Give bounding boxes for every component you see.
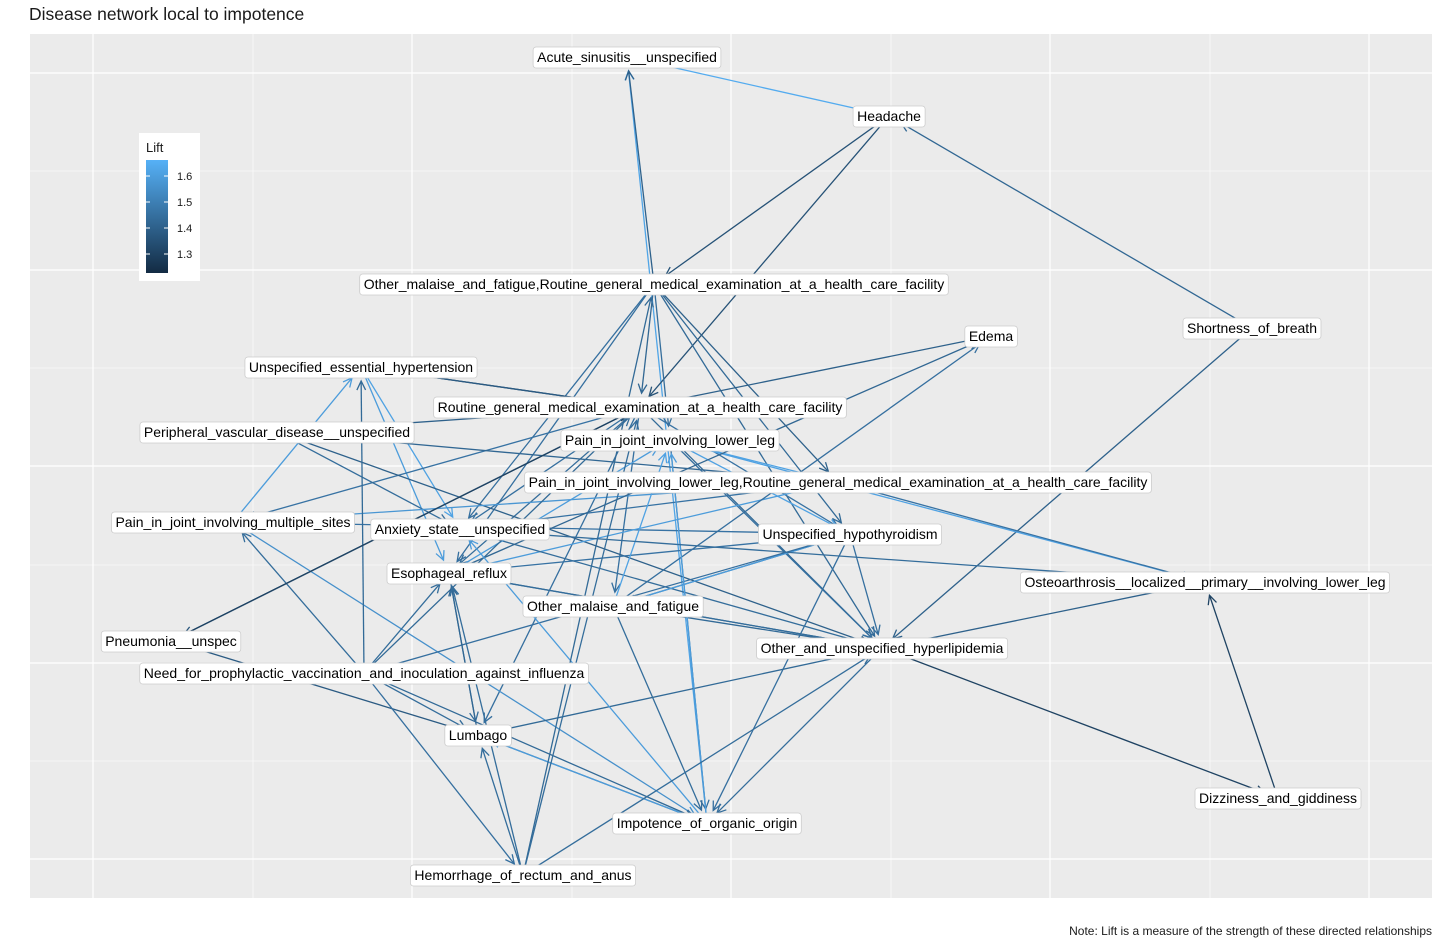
node-label: Pain_in_joint_involving_multiple_sites [115,514,350,530]
node-box [532,46,722,69]
node-legpain: Pain_in_joint_involving_lower_leg [560,429,780,452]
node-box [522,595,704,618]
node-box [444,724,512,747]
node-reflux: Esophageal_reflux [386,562,512,585]
edge-hemorrhage-to-malaise_routine [524,296,654,866]
node-box [370,518,550,541]
edge-headache-to-routine [648,123,883,398]
edge-malaise_routine-to-routine [637,293,654,395]
node-box [612,812,802,835]
node-box [359,273,949,296]
node-edema: Edema [964,325,1018,348]
node-box [1020,571,1390,594]
legend-tick-label: 1.6 [177,171,192,183]
legend-tick-label: 1.3 [177,249,192,261]
node-acute: Acute_sinusitis__unspecified [532,46,722,69]
edge-hemorrhage-to-lumbago [480,746,521,866]
node-label: Headache [857,108,921,124]
node-box [758,523,942,546]
node-label: Other_malaise_and_fatigue,Routine_genera… [364,276,945,292]
node-malaise: Other_malaise_and_fatigue [522,595,704,618]
node-label: Impotence_of_organic_origin [617,815,798,831]
node-htn: Unspecified_essential_hypertension [244,356,478,379]
legend-colorbar [146,160,168,273]
edge-hypothyroid-to-impotence [712,542,847,812]
node-label: Unspecified_essential_hypertension [249,359,473,375]
node-box [244,356,478,379]
node-box [139,421,415,444]
edge-vaccine-to-hemorrhage [369,680,516,866]
node-layer: Acute_sinusitis__unspecified Headache Othe… [100,46,1390,887]
node-box [433,396,847,419]
edge-dizzy-to-osteo [1207,593,1276,789]
legend-tick-label: 1.4 [177,223,192,235]
legend-tick-label: 1.5 [177,197,192,209]
node-impotence: Impotence_of_organic_origin [612,812,802,835]
node-legpain_routine: Pain_in_joint_involving_lower_leg,Routin… [524,471,1152,494]
node-box [852,105,926,128]
node-anxiety: Anxiety_state__unspecified [370,518,550,541]
node-label: Lumbago [449,727,508,743]
node-box [410,864,636,887]
edge-hemorrhage-to-routine [524,419,640,866]
edge-impotence-to-legpain [667,452,707,814]
node-multipain: Pain_in_joint_involving_multiple_sites [111,511,355,534]
node-label: Esophageal_reflux [391,565,507,581]
node-label: Pain_in_joint_involving_lower_leg,Routin… [529,474,1148,490]
node-label: Pneumonia__unspec [105,633,237,649]
node-label: Acute_sinusitis__unspecified [537,49,717,65]
node-hemorrhage: Hemorrhage_of_rectum_and_anus [410,864,636,887]
node-lipid: Other_and_unspecified_hyperlipidemia [756,637,1009,660]
chart-title: Disease network local to impotence [29,4,305,24]
node-headache: Headache [852,105,926,128]
edge-hypothyroid-to-lipid [852,543,881,636]
node-malaise_routine: Other_malaise_and_fatigue,Routine_genera… [359,273,949,296]
node-box [1182,317,1322,340]
node-box [524,471,1152,494]
node-label: Anxiety_state__unspecified [375,521,545,537]
node-box [1194,787,1362,810]
edge-lumbago-to-reflux [448,585,477,726]
node-pvd: Peripheral_vascular_disease__unspecified [139,421,415,444]
node-sob: Shortness_of_breath [1182,317,1322,340]
edge-malaise-to-impotence [616,614,703,812]
node-label: Peripheral_vascular_disease__unspecified [144,424,410,440]
node-box [111,511,355,534]
node-label: Dizziness_and_giddiness [1199,790,1357,806]
chart-caption: Note: Lift is a measure of the strength … [1069,924,1432,938]
node-label: Other_malaise_and_fatigue [527,598,699,614]
node-label: Pain_in_joint_involving_lower_leg [565,432,775,448]
node-osteo: Osteoarthrosis__localized__primary__invo… [1020,571,1390,594]
node-box [560,429,780,452]
node-label: Edema [969,328,1014,344]
node-box [139,662,589,685]
node-pneumonia: Pneumonia__unspec [100,630,242,653]
edge-htn-to-anxiety [365,375,454,519]
edge-malaise_routine-to-reflux [456,291,649,563]
node-box [756,637,1009,660]
legend-title: Lift [146,140,164,155]
edge-malaise_routine-to-acute [624,69,654,275]
node-box [100,630,242,653]
node-box [964,325,1018,348]
node-lumbago: Lumbago [444,724,512,747]
node-label: Other_and_unspecified_hyperlipidemia [761,640,1004,656]
node-label: Osteoarthrosis__localized__primary__invo… [1024,574,1385,590]
legend: Lift 1.6 1.5 1.4 1.3 [139,133,200,281]
node-label: Unspecified_hypothyroidism [762,526,937,542]
node-label: Routine_general_medical_examination_at_a… [438,399,843,415]
node-dizzy: Dizziness_and_giddiness [1194,787,1362,810]
node-label: Hemorrhage_of_rectum_and_anus [414,867,631,883]
node-box [386,562,512,585]
node-vaccine: Need_for_prophylactic_vaccination_and_in… [139,662,589,685]
legend-ticks: 1.6 1.5 1.4 1.3 [146,171,192,261]
node-label: Need_for_prophylactic_vaccination_and_in… [144,665,585,681]
node-routine: Routine_general_medical_examination_at_a… [433,396,847,419]
node-label: Shortness_of_breath [1187,320,1317,336]
node-hypothyroid: Unspecified_hypothyroidism [758,523,942,546]
